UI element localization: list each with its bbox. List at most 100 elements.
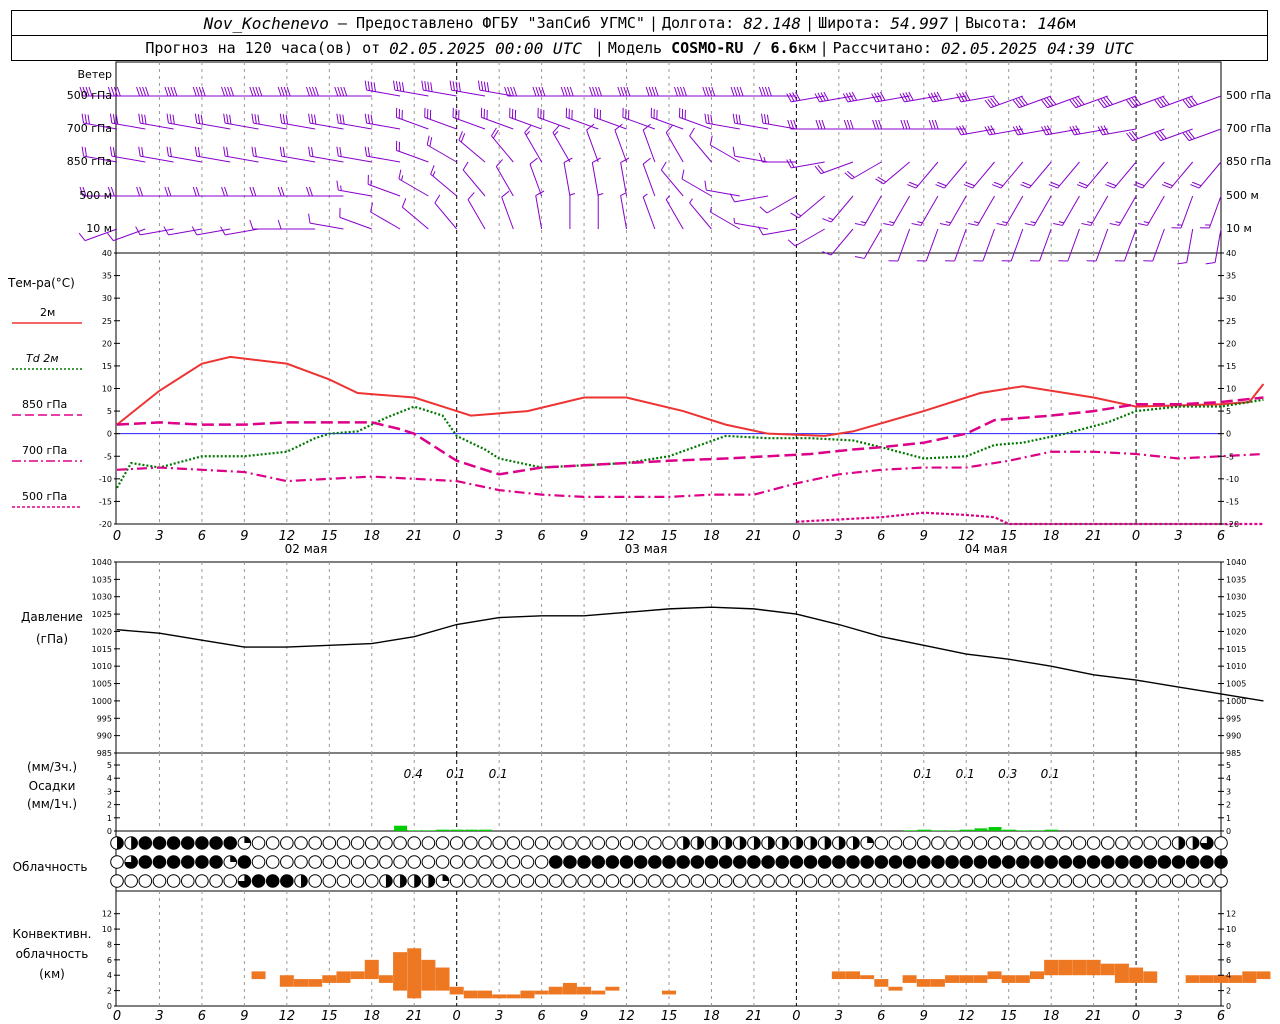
hour-label-temp: 21 [746,529,763,544]
convective-bar [506,994,521,999]
wind-barb-shaft [111,155,146,163]
precip-axis-label-left: 1 [107,814,112,823]
wind-barb-feather [1157,131,1164,140]
wind-barb-half-feather [689,198,693,204]
cloud-symbol-fill [810,836,817,850]
cloud-symbol-fill [442,874,449,881]
wind-barb-half-feather [525,131,531,136]
wind-barb-feather [311,114,314,124]
wind-barb-feather [786,93,792,103]
wind-barb-feather [996,223,1006,226]
forecast-label: Прогноз на 120 часа(ов) от [145,39,381,57]
wind-barb-feather [642,157,651,165]
wind-barb-half-feather [569,193,576,196]
wind-barb-feather [1075,125,1081,135]
cloud-symbol [1030,855,1044,869]
cloud-symbol [1157,855,1172,869]
wind-barb-half-feather [432,171,436,177]
hour-label-temp: 18 [1043,529,1060,544]
cloud-symbol-fill [824,836,831,850]
cloud-symbol [209,874,223,888]
wind-barb-feather [987,98,995,107]
hour-label-temp: 6 [1217,529,1225,544]
cloud-symbol [195,836,209,850]
temp-axis-label-right: 25 [1226,317,1236,326]
wind-barb-feather [308,86,313,97]
cloud-symbol [520,836,535,850]
cloud-symbol [520,855,535,869]
convective-bar [421,959,436,991]
hour-label-temp: 15 [661,529,678,544]
wind-barb-feather [1012,99,1020,108]
legend-850-label: 850 гПа [22,398,67,411]
wind-barb-shaft [651,116,684,130]
wind-barb-shaft [830,228,854,256]
wind-barb-shaft [394,89,429,97]
wind-barb-feather [874,92,880,102]
wind-barb-shaft [689,135,712,163]
cloud-symbol [1072,855,1087,869]
temp-axis-label-left: -15 [99,497,112,506]
wind-barb-feather [367,114,371,124]
hour-label-bottom: 9 [240,1009,248,1024]
hour-label-temp: 6 [537,529,545,544]
temp-axis-label-left: -10 [99,475,112,484]
wind-barb-feather [1043,125,1050,135]
wind-barb-feather [660,161,667,171]
wind-barb-feather [738,114,741,125]
day-labels: 02 мая 03 мая 04 мая [285,542,1008,556]
precip-amount-label: 0.1 [1041,767,1060,781]
hour-label-temp: 15 [321,529,338,544]
wind-level-10m: 10 м [86,222,112,235]
wind-barb-feather [729,193,736,203]
wind-barb-shaft [501,196,514,230]
wind-barb-shaft [734,222,769,230]
wind-barb-shaft [1188,95,1222,109]
cloud-symbol [747,874,761,888]
cloud-symbol [1214,855,1228,869]
wind-barb-shaft [1039,228,1052,262]
wind-barb-feather [962,92,968,102]
wind-barb-shaft [367,183,401,197]
t500-line [796,511,1264,526]
hour-label-temp: 3 [835,529,843,544]
cloud-symbol [1058,874,1073,888]
wind-barb-half-feather [828,217,834,221]
wind-barb-shaft [426,144,457,163]
wind-barb-feather [535,190,545,196]
wind-barb-feather [257,114,260,125]
cloud-symbol-fill [711,836,718,850]
precip-panel-frame [115,752,1222,832]
pressure-axis-label-left: 1010 [92,662,112,671]
wind-barb-feather [1103,125,1109,135]
wind-barb-shaft [1208,195,1222,229]
precip-axis-label-right: 0 [1226,827,1231,836]
hour-label-bottom: 12 [958,1009,975,1024]
cloud-symbol [605,855,620,869]
cloud-symbol [421,855,436,869]
wind-barb-feather [875,119,880,130]
wind-barb-feather [682,86,687,97]
wind-barb-feather [220,226,226,236]
cloud-symbol [648,855,662,869]
wind-barb-feather [851,91,858,101]
wind-barb-shaft [1142,161,1165,189]
wind-barb-feather [815,119,820,130]
wind-barb-feather [758,152,763,163]
cloud-symbol [1016,836,1030,850]
hour-label-bottom: 6 [877,1009,885,1024]
wind-barb-shaft [1186,228,1194,263]
wind-barb-shaft [196,228,231,236]
precip-bar [422,830,436,831]
wind-barb-shaft [1033,195,1052,226]
wind-barb-feather [223,113,226,124]
wind-barb-feather [79,86,84,97]
cloud-symbol [209,836,223,850]
wind-barb-feather [167,186,172,197]
wind-barb-feather [455,81,458,92]
pressure-axis-label-left: 1000 [92,697,112,706]
pressure-unit: (гПа) [36,632,68,646]
convective-bar [322,975,337,983]
legend-500-label: 500 гПа [22,490,67,503]
latitude-value: 54.997 [890,13,949,33]
